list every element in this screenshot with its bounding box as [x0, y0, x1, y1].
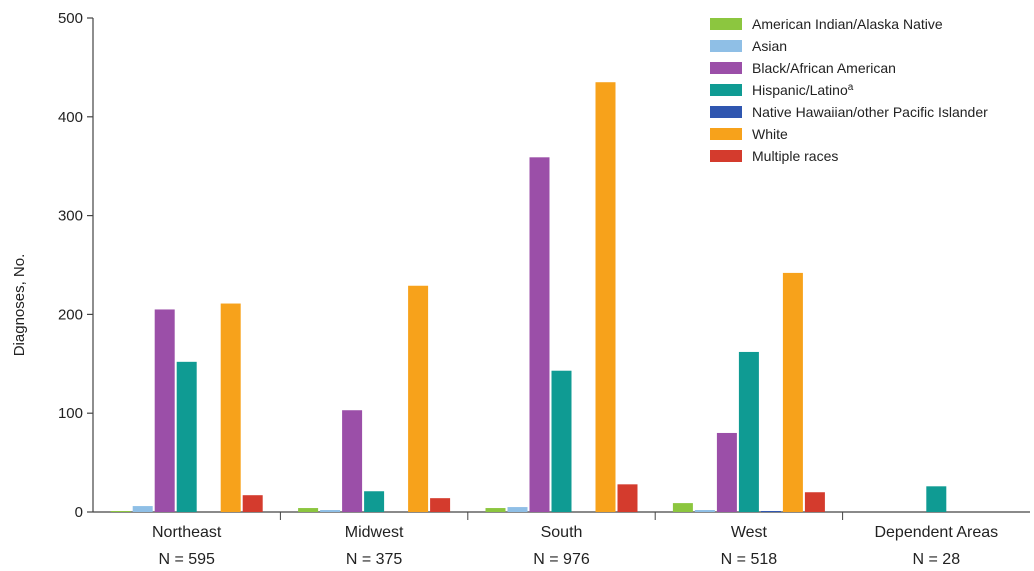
bar-west-asian — [694, 510, 715, 512]
y-tick-label: 300 — [58, 208, 83, 225]
bar-northeast-multiple-races — [242, 495, 263, 512]
x-category-total: N = 28 — [913, 551, 961, 568]
y-tick-label: 0 — [75, 504, 83, 521]
bar-northeast-white — [220, 303, 241, 512]
x-category-total: N = 518 — [721, 551, 778, 568]
legend-label: White — [752, 126, 788, 142]
bar-south-multiple-races — [617, 484, 638, 512]
bars — [110, 82, 947, 513]
legend-label: American Indian/Alaska Native — [752, 16, 943, 32]
legend-label-text: American Indian/Alaska Native — [752, 16, 943, 32]
bar-northeast-black-african-american — [154, 309, 175, 512]
bar-south-black-african-american — [529, 157, 550, 513]
legend-label-text: Black/African American — [752, 60, 896, 76]
x-category-label: Dependent Areas — [874, 524, 998, 541]
bar-south-asian — [507, 507, 528, 512]
legend-swatch — [710, 150, 742, 162]
x-category-total: N = 375 — [346, 551, 403, 568]
bar-west-multiple-races — [804, 492, 825, 512]
bar-south-white — [595, 82, 616, 512]
bar-south-american-indian-alaska-native — [485, 508, 506, 512]
bar-midwest-white — [408, 285, 429, 512]
legend-label-text: Asian — [752, 38, 787, 54]
legend-label-text: White — [752, 126, 788, 142]
x-category-total: N = 976 — [533, 551, 590, 568]
y-tick-label: 100 — [58, 405, 83, 422]
bar-west-american-indian-alaska-native — [672, 503, 693, 512]
legend-label: Asian — [752, 38, 787, 54]
legend-label: Multiple races — [752, 148, 838, 164]
bar-midwest-asian — [320, 510, 341, 512]
bar-midwest-american-indian-alaska-native — [298, 508, 319, 512]
bar-midwest-multiple-races — [430, 498, 451, 512]
legend-label-text: Native Hawaiian/other Pacific Islander — [752, 104, 988, 120]
bar-south-hispanic-latino — [551, 370, 572, 512]
legend-label: Hispanic/Latinoa — [752, 82, 854, 98]
legend-swatch — [710, 62, 742, 74]
bar-midwest-black-african-american — [342, 410, 363, 512]
bar-northeast-asian — [132, 506, 153, 512]
legend-label-text: Multiple races — [752, 148, 838, 164]
bar-west-white — [782, 272, 803, 512]
y-tick-label: 500 — [58, 10, 83, 27]
legend-label: Black/African American — [752, 60, 896, 76]
x-category-label: Northeast — [152, 524, 222, 541]
x-category-total: N = 595 — [158, 551, 215, 568]
bar-west-native-hawaiian-other-pacific-islander — [760, 511, 781, 512]
x-category-label: Midwest — [345, 524, 404, 541]
legend-swatch — [710, 84, 742, 96]
y-tick-label: 400 — [58, 109, 83, 126]
legend-label: Native Hawaiian/other Pacific Islander — [752, 104, 988, 120]
bar-dependent-areas-hispanic-latino — [926, 486, 947, 512]
legend-swatch — [710, 18, 742, 30]
y-axis-label: Diagnoses, No. — [11, 254, 28, 357]
x-category-label: South — [541, 524, 583, 541]
legend-swatch — [710, 40, 742, 52]
bar-northeast-hispanic-latino — [176, 361, 197, 512]
x-category-label: West — [731, 524, 768, 541]
bar-west-black-african-american — [716, 432, 737, 512]
legend-swatch — [710, 128, 742, 140]
y-tick-label: 200 — [58, 306, 83, 323]
bar-northeast-american-indian-alaska-native — [110, 511, 131, 512]
legend: American Indian/Alaska Native Asian Black/… — [710, 16, 988, 164]
legend-label-superscript: a — [848, 82, 854, 93]
legend-swatch — [710, 106, 742, 118]
legend-label-text: Hispanic/Latino — [752, 82, 848, 98]
bar-midwest-hispanic-latino — [364, 491, 385, 512]
bar-west-hispanic-latino — [738, 351, 759, 512]
category-labels: Northeast N = 595 Midwest N = 375 South N = 9… — [152, 524, 998, 568]
